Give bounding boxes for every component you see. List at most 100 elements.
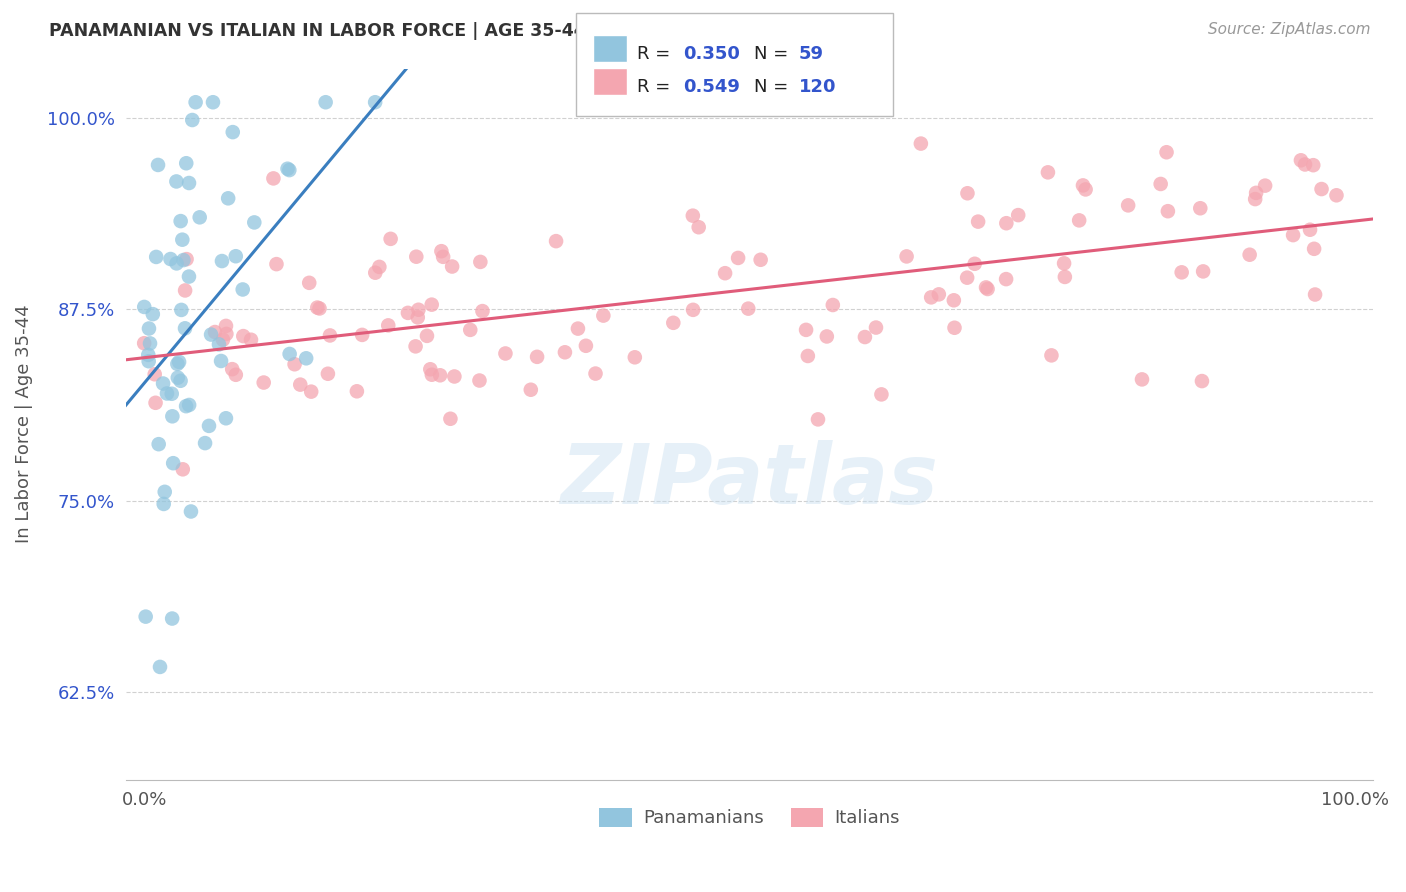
- Point: [138, 354, 160, 368]
- Point: [380, 232, 402, 246]
- Point: [266, 257, 288, 271]
- Point: [797, 349, 820, 363]
- Point: [1053, 269, 1076, 284]
- Point: [319, 328, 342, 343]
- Point: [963, 257, 986, 271]
- Point: [942, 293, 965, 308]
- Point: [749, 252, 772, 267]
- Point: [315, 95, 337, 110]
- Point: [1299, 223, 1322, 237]
- Point: [166, 370, 188, 384]
- Point: [172, 462, 194, 476]
- Point: [162, 456, 184, 470]
- Point: [209, 354, 232, 368]
- Point: [494, 346, 516, 360]
- Point: [225, 249, 247, 263]
- Point: [167, 355, 190, 369]
- Point: [1244, 192, 1267, 206]
- Point: [439, 411, 461, 425]
- Point: [396, 306, 419, 320]
- Point: [159, 252, 181, 266]
- Text: N =: N =: [754, 45, 793, 62]
- Text: Source: ZipAtlas.com: Source: ZipAtlas.com: [1208, 22, 1371, 37]
- Point: [1303, 242, 1326, 256]
- Point: [995, 216, 1018, 230]
- Point: [443, 369, 465, 384]
- Point: [1189, 201, 1212, 215]
- Point: [624, 351, 647, 365]
- Point: [526, 350, 548, 364]
- Point: [307, 301, 329, 315]
- Text: 0.350: 0.350: [683, 45, 740, 62]
- Point: [364, 95, 387, 110]
- Point: [1254, 178, 1277, 193]
- Point: [416, 329, 439, 343]
- Point: [554, 345, 576, 359]
- Point: [215, 326, 238, 341]
- Point: [967, 214, 990, 228]
- Legend: Panamanians, Italians: Panamanians, Italians: [592, 801, 907, 835]
- Y-axis label: In Labor Force | Age 35-44: In Labor Force | Age 35-44: [15, 305, 32, 543]
- Point: [222, 125, 245, 139]
- Point: [544, 234, 567, 248]
- Point: [1116, 198, 1139, 212]
- Point: [172, 253, 194, 268]
- Point: [1289, 153, 1312, 168]
- Point: [145, 396, 167, 410]
- Point: [184, 95, 207, 110]
- Point: [232, 283, 254, 297]
- Point: [215, 411, 238, 425]
- Point: [567, 321, 589, 335]
- Point: [920, 290, 942, 304]
- Point: [284, 357, 307, 371]
- Point: [198, 418, 221, 433]
- Point: [172, 233, 194, 247]
- Point: [200, 327, 222, 342]
- Point: [364, 266, 387, 280]
- Point: [165, 174, 187, 188]
- Point: [458, 323, 481, 337]
- Point: [156, 386, 179, 401]
- Point: [278, 163, 301, 178]
- Point: [299, 384, 322, 399]
- Point: [177, 176, 200, 190]
- Point: [1239, 248, 1261, 262]
- Point: [682, 209, 704, 223]
- Point: [468, 374, 491, 388]
- Point: [166, 256, 188, 270]
- Point: [180, 504, 202, 518]
- Point: [405, 339, 427, 353]
- Point: [174, 399, 197, 413]
- Point: [174, 284, 197, 298]
- Point: [298, 276, 321, 290]
- Point: [188, 211, 211, 225]
- Point: [406, 310, 429, 325]
- Point: [520, 383, 543, 397]
- Point: [149, 660, 172, 674]
- Point: [976, 282, 998, 296]
- Point: [138, 321, 160, 335]
- Point: [1150, 177, 1173, 191]
- Point: [956, 186, 979, 201]
- Point: [162, 409, 184, 424]
- Point: [432, 250, 454, 264]
- Point: [278, 347, 301, 361]
- Point: [896, 249, 918, 263]
- Point: [152, 497, 174, 511]
- Point: [201, 95, 224, 110]
- Point: [928, 287, 950, 301]
- Point: [737, 301, 759, 316]
- Point: [253, 376, 276, 390]
- Point: [870, 387, 893, 401]
- Point: [1303, 287, 1326, 301]
- Point: [682, 302, 704, 317]
- Text: 120: 120: [799, 78, 837, 95]
- Point: [821, 298, 844, 312]
- Point: [1157, 204, 1180, 219]
- Point: [153, 484, 176, 499]
- Point: [815, 329, 838, 343]
- Point: [1310, 182, 1333, 196]
- Point: [135, 609, 157, 624]
- Point: [727, 251, 749, 265]
- Point: [212, 333, 235, 347]
